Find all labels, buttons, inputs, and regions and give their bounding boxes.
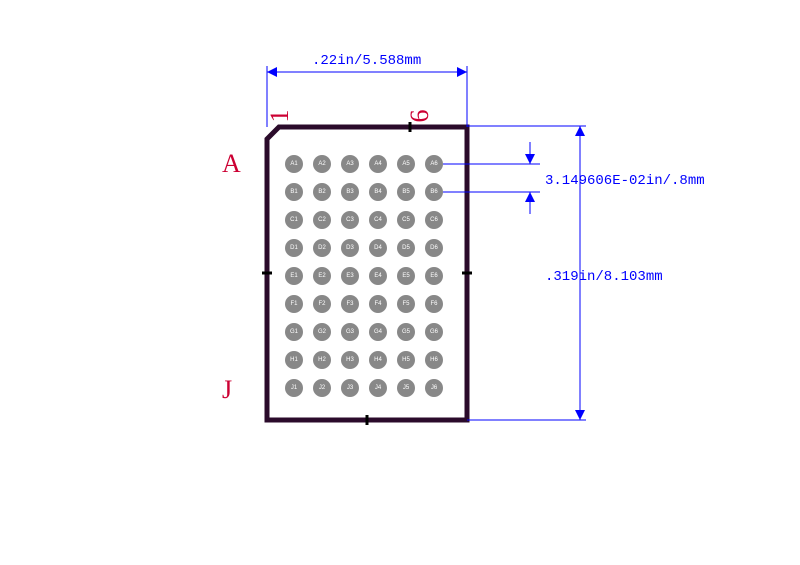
ball-label-A3: A3: [346, 161, 354, 167]
ball-label-G1: G1: [290, 329, 299, 335]
ball-label-A4: A4: [374, 161, 382, 167]
ball-label-B5: B5: [402, 189, 410, 195]
ball-label-C5: C5: [402, 217, 410, 223]
dim-pitch-text: 3.149606E-02in/.8mm: [545, 173, 705, 189]
ball-label-C1: C1: [290, 217, 298, 223]
ball-label-G2: G2: [318, 329, 327, 335]
ball-label-B4: B4: [374, 189, 382, 195]
ball-label-C2: C2: [318, 217, 326, 223]
ball-label-B2: B2: [318, 189, 326, 195]
ball-label-G3: G3: [346, 329, 355, 335]
ball-label-B1: B1: [290, 189, 298, 195]
ball-label-A2: A2: [318, 161, 326, 167]
ball-label-D2: D2: [318, 245, 326, 251]
ball-label-J3: J3: [347, 385, 354, 391]
ball-label-A1: A1: [290, 161, 298, 167]
ball-label-J6: J6: [431, 385, 438, 391]
dim-arrow: [575, 126, 585, 136]
ball-label-F5: F5: [402, 301, 410, 307]
ball-label-H4: H4: [374, 357, 382, 363]
ball-label-D1: D1: [290, 245, 298, 251]
ball-label-G5: G5: [402, 329, 411, 335]
ball-label-D5: D5: [402, 245, 410, 251]
ball-label-H1: H1: [290, 357, 298, 363]
ball-label-D4: D4: [374, 245, 382, 251]
ball-label-F6: F6: [430, 301, 438, 307]
ball-label-G4: G4: [374, 329, 383, 335]
ball-label-F3: F3: [346, 301, 354, 307]
ball-label-B6: B6: [430, 189, 438, 195]
row-label-top: A: [222, 149, 241, 178]
dim-width-text: .22in/5.588mm: [312, 53, 421, 69]
ball-label-D6: D6: [430, 245, 438, 251]
ball-label-J4: J4: [375, 385, 382, 391]
ball-label-B3: B3: [346, 189, 354, 195]
dim-arrow: [457, 67, 467, 77]
ball-label-J5: J5: [403, 385, 410, 391]
ball-label-E6: E6: [430, 273, 438, 279]
ball-label-C6: C6: [430, 217, 438, 223]
ball-label-E2: E2: [318, 273, 326, 279]
ball-label-F2: F2: [318, 301, 326, 307]
dim-arrow: [267, 67, 277, 77]
ball-label-E3: E3: [346, 273, 354, 279]
ball-label-D3: D3: [346, 245, 354, 251]
ball-label-H6: H6: [430, 357, 438, 363]
ball-label-F4: F4: [374, 301, 382, 307]
col-label-left: 1: [265, 110, 294, 123]
ball-label-J2: J2: [319, 385, 326, 391]
dim-arrow: [575, 410, 585, 420]
ball-label-A5: A5: [402, 161, 410, 167]
ball-label-H3: H3: [346, 357, 354, 363]
row-label-bottom: J: [222, 375, 232, 404]
ball-label-C4: C4: [374, 217, 382, 223]
ball-label-E5: E5: [402, 273, 410, 279]
ball-label-H2: H2: [318, 357, 326, 363]
ball-label-J1: J1: [291, 385, 298, 391]
dim-arrow: [525, 154, 535, 164]
ball-label-E1: E1: [290, 273, 298, 279]
ball-label-G6: G6: [430, 329, 439, 335]
ball-label-F1: F1: [290, 301, 298, 307]
dim-height-text: .319in/8.103mm: [545, 269, 663, 285]
ball-label-E4: E4: [374, 273, 382, 279]
col-label-right: 6: [405, 110, 434, 123]
ball-label-A6: A6: [430, 161, 438, 167]
ball-label-H5: H5: [402, 357, 410, 363]
engineering-drawing: A1A2A3A4A5A6B1B2B3B4B5B6C1C2C3C4C5C6D1D2…: [0, 0, 800, 565]
dim-arrow: [525, 192, 535, 202]
ball-label-C3: C3: [346, 217, 354, 223]
